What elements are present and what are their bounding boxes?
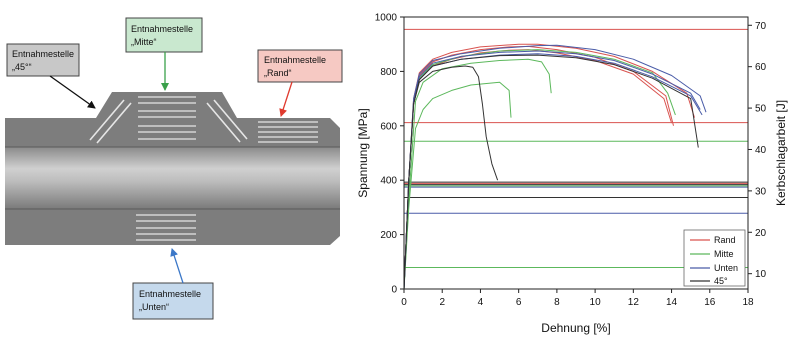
y2-axis-ticks: 10 20 30 40 50 60 70: [748, 21, 767, 280]
y-tick-label: 800: [380, 67, 397, 78]
x-tick-label: 8: [554, 297, 560, 308]
curve-mitte-3: [403, 81, 512, 290]
specimen-marks-unten: [136, 214, 196, 241]
impact-energy-lines: [404, 28, 748, 268]
callout-45-line2: „45°“: [12, 62, 32, 72]
callout-mitte-line2: „Mitte“: [131, 37, 157, 47]
callout-mitte: Entnahmestelle „Mitte“: [125, 17, 203, 91]
pipe-bore: [5, 147, 340, 209]
callout-rand: Entnahmestelle „Rand“: [257, 49, 343, 117]
legend: Rand Mitte Unten 45°: [683, 229, 746, 287]
legend-label-45: 45°: [714, 276, 728, 286]
x-tick-label: 4: [478, 297, 484, 308]
y2-axis-label: Kerbschlagarbeit [J]: [774, 100, 788, 206]
x-tick-label: 18: [742, 297, 754, 308]
callout-rand-line1: Entnahmestelle: [264, 55, 326, 65]
specimen-marks-mitte: [138, 96, 196, 140]
callout-unten-line2: „Unten“: [139, 302, 169, 312]
curve-d45-9: [403, 65, 499, 290]
curve-rand-2: [403, 43, 695, 290]
stress-strain-chart: 0 2 4 6 8 10 12 14 16 18 0 200 400 600 800 1000 10 20 30…: [356, 13, 788, 336]
x-tick-label: 10: [590, 297, 602, 308]
y-axis-label: Spannung [MPa]: [356, 108, 370, 197]
x-tick-label: 16: [704, 297, 716, 308]
x-tick-label: 12: [628, 297, 640, 308]
y2-tick-label: 40: [755, 145, 767, 156]
x-tick-label: 6: [516, 297, 522, 308]
callout-unten: Entnahmestelle „Unten“: [132, 248, 214, 320]
curve-rand-1: [403, 45, 674, 290]
stress-strain-curves: [403, 43, 707, 290]
y2-tick-label: 10: [755, 269, 767, 280]
y2-tick-label: 50: [755, 104, 767, 115]
pipe-cross-section-diagram: Entnahmestelle „45°“ Entnahmestelle „Mit…: [5, 17, 343, 320]
y-tick-label: 400: [380, 176, 397, 187]
callout-45-arrow: [49, 75, 96, 109]
legend-box: [683, 229, 746, 287]
legend-label-mitte: Mitte: [714, 249, 734, 259]
y-axis-ticks: 0 200 400 600 800 1000: [375, 13, 404, 296]
y-tick-label: 1000: [375, 13, 398, 24]
y2-tick-label: 20: [755, 228, 767, 239]
curve-mitte-4: [403, 58, 552, 290]
curve-d45-10: [403, 54, 699, 290]
y2-tick-label: 60: [755, 62, 767, 73]
specimen-marks-45: [89, 99, 248, 144]
callout-unten-arrow: [170, 248, 184, 284]
x-tick-label: 0: [401, 297, 407, 308]
plot-frame: [403, 16, 749, 290]
callout-rand-line2: „Rand“: [264, 68, 292, 78]
curve-unten-8: [403, 44, 707, 290]
x-axis-label: Dehnung [%]: [541, 321, 610, 335]
curve-rand-0: [403, 49, 673, 290]
curve-unten-6: [403, 50, 701, 290]
y2-tick-label: 70: [755, 21, 767, 32]
callout-mitte-line1: Entnahmestelle: [131, 24, 193, 34]
callout-rand-arrow: [279, 81, 293, 117]
x-tick-label: 14: [666, 297, 678, 308]
callout-45: Entnahmestelle „45°“: [6, 43, 96, 109]
specimen-marks-rand: [258, 121, 318, 143]
callout-45-line1: Entnahmestelle: [12, 49, 74, 59]
curve-mitte-5: [403, 49, 676, 290]
y2-tick-label: 30: [755, 186, 767, 197]
x-axis-ticks: 0 2 4 6 8 10 12 14 16 18: [401, 289, 754, 308]
y-tick-label: 0: [391, 285, 397, 296]
y-tick-label: 200: [380, 230, 397, 241]
x-tick-label: 2: [439, 297, 445, 308]
legend-label-rand: Rand: [714, 235, 736, 245]
y-tick-label: 600: [380, 121, 397, 132]
callout-unten-line1: Entnahmestelle: [139, 289, 201, 299]
legend-label-unten: Unten: [714, 263, 738, 273]
